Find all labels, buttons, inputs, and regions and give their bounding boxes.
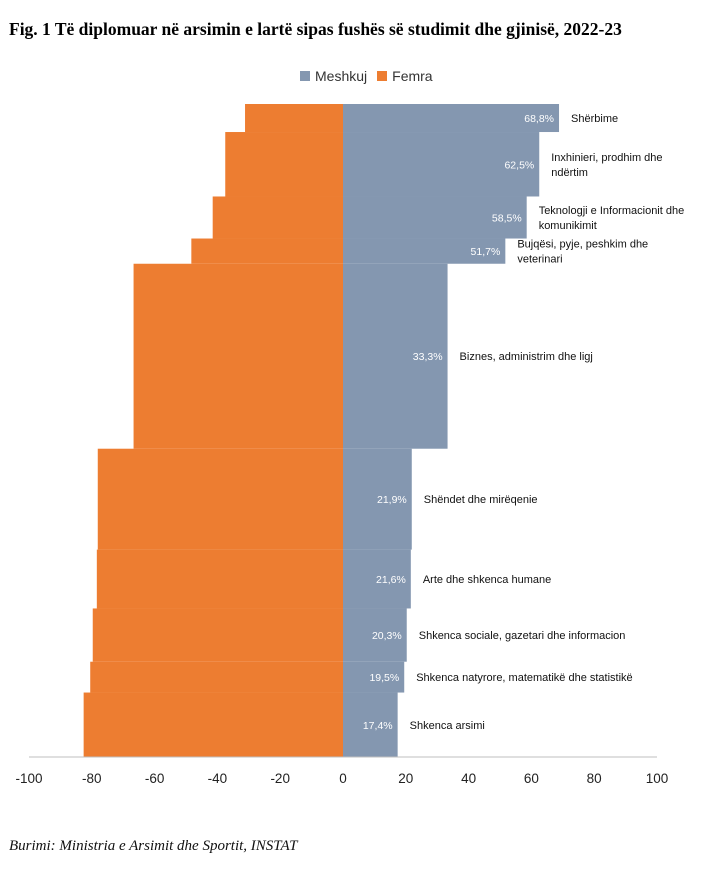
male-bar	[343, 549, 411, 609]
male-bar	[343, 263, 448, 449]
female-bar	[90, 661, 343, 693]
category-label-line: Biznes, administrim dhe ligj	[460, 351, 593, 363]
legend-item-female: Femra	[377, 68, 433, 84]
category-label-line: Shërbime	[571, 113, 618, 125]
x-tick-label: -100	[15, 771, 42, 786]
data-label: 58,5%	[492, 213, 522, 225]
x-tick-label: -80	[82, 771, 102, 786]
legend-swatch-female	[377, 71, 388, 81]
data-label: 19,5%	[369, 672, 399, 684]
male-bar	[343, 608, 407, 662]
source-note: Burimi: Ministria e Arsimit dhe Sportit,…	[9, 838, 298, 854]
female-bar	[245, 104, 343, 133]
data-label: 21,9%	[377, 494, 407, 506]
data-label: 20,3%	[372, 630, 402, 642]
pyramid-chart: 68,8% Shërbime 62,5% Inxhinieri, prodhim dh…	[15, 104, 685, 786]
category-label-line: Shkenca sociale, gazetari dhe informacio…	[419, 630, 626, 642]
female-bar	[133, 263, 343, 449]
category-label-line: Teknologji e Informacionit dhe	[539, 205, 685, 217]
male-bar	[343, 661, 405, 693]
x-tick-label: 100	[646, 771, 669, 786]
legend-label-male: Meshkuj	[315, 68, 368, 84]
category-label-line: komunikimit	[539, 220, 597, 232]
category-label-line: Bujqësi, pyje, peshkim dhe	[517, 239, 648, 251]
x-tick-label: 0	[339, 771, 347, 786]
chart-title: Fig. 1 Të diplomuar në arsimin e lartë s…	[9, 19, 622, 39]
male-bar	[343, 448, 412, 550]
category-label: Biznes, administrim dhe ligj	[460, 351, 593, 363]
category-label: Inxhinieri, prodhim dhe ndërtim	[551, 152, 662, 179]
legend-label-female: Femra	[392, 68, 433, 84]
legend-item-male: Meshkuj	[300, 68, 367, 84]
x-tick-label: -20	[270, 771, 290, 786]
female-bar	[225, 132, 343, 197]
category-label-line: ndërtim	[551, 167, 588, 179]
male-bar	[343, 196, 527, 239]
category-label: Shkenca arsimi	[410, 720, 485, 732]
data-label: 17,4%	[363, 720, 393, 732]
category-label: Shëndet dhe mirëqenie	[424, 494, 538, 506]
male-bar	[343, 104, 560, 133]
category-label-line: Shkenca arsimi	[410, 720, 485, 732]
female-bar	[97, 448, 344, 550]
legend-swatch-male	[300, 71, 310, 81]
male-bar	[343, 692, 398, 757]
female-bar	[96, 549, 343, 609]
data-label: 33,3%	[413, 351, 443, 363]
category-label: Shërbime	[571, 113, 618, 125]
category-label-line: veterinari	[517, 254, 562, 266]
female-bar	[83, 692, 344, 757]
category-label: Shkenca natyrore, matematikë dhe statist…	[416, 672, 632, 684]
x-tick-label: -40	[208, 771, 228, 786]
x-tick-label: 20	[398, 771, 413, 786]
x-tick-label: -60	[145, 771, 165, 786]
category-label: Bujqësi, pyje, peshkim dhe veterinari	[517, 239, 648, 266]
female-bar	[212, 196, 343, 239]
female-bar	[92, 608, 343, 662]
data-label: 62,5%	[504, 159, 534, 171]
x-tick-label: 80	[587, 771, 602, 786]
data-label: 68,8%	[524, 113, 554, 125]
x-tick-label: 60	[524, 771, 539, 786]
male-bar	[343, 132, 540, 197]
category-label-line: Arte dhe shkenca humane	[423, 574, 551, 586]
data-label: 51,7%	[471, 246, 501, 258]
legend: Meshkuj Femra	[300, 68, 443, 84]
male-bar	[343, 238, 506, 264]
x-tick-label: 40	[461, 771, 476, 786]
data-label: 21,6%	[376, 574, 406, 586]
category-label-line: Shkenca natyrore, matematikë dhe statist…	[416, 672, 632, 684]
category-label: Teknologji e Informacionit dhe komunikimi…	[539, 205, 685, 232]
female-bar	[191, 238, 343, 264]
category-label: Shkenca sociale, gazetari dhe informacio…	[419, 630, 626, 642]
category-label-line: Inxhinieri, prodhim dhe	[551, 152, 662, 164]
category-label: Arte dhe shkenca humane	[423, 574, 551, 586]
category-label-line: Shëndet dhe mirëqenie	[424, 494, 538, 506]
